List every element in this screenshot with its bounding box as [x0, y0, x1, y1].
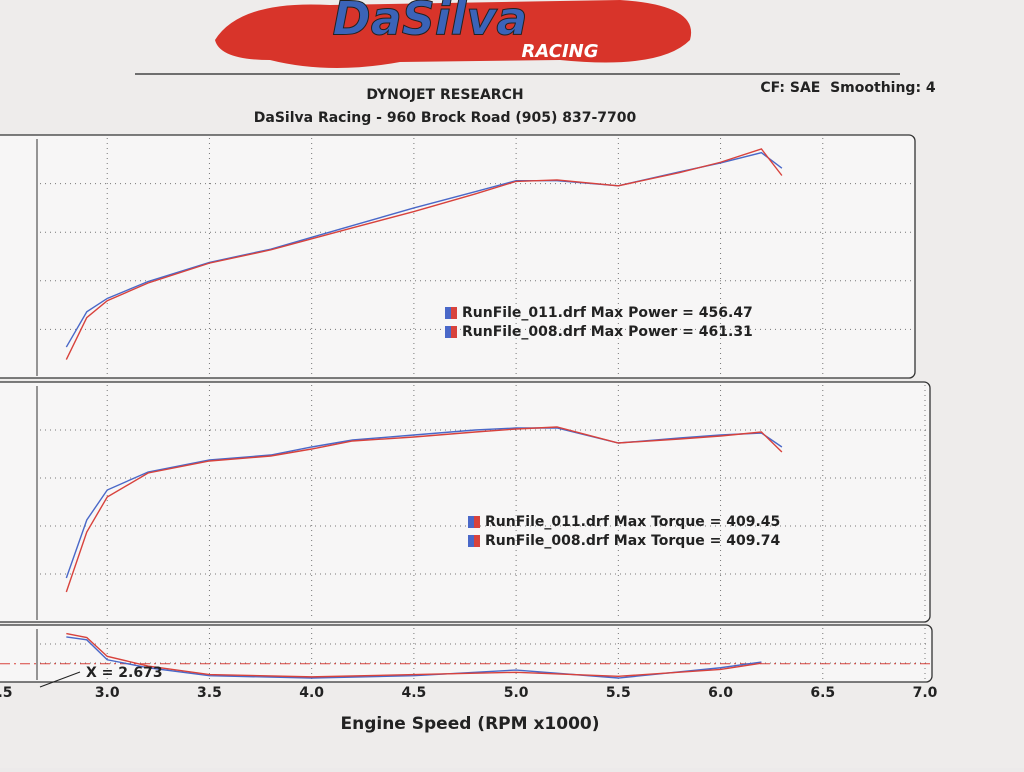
subtitle: DaSilva Racing - 960 Brock Road (905) 83…: [254, 110, 637, 126]
legend-swatch: [474, 516, 480, 528]
legend-swatch: [468, 535, 474, 547]
legend-entry: RunFile_011.drf Max Torque = 409.45: [485, 514, 780, 530]
series-line: [65, 426, 783, 593]
series-line: [65, 148, 783, 360]
legend-entry: RunFile_011.drf Max Power = 456.47: [462, 305, 753, 321]
legend-entry: RunFile_008.drf Max Torque = 409.74: [485, 533, 781, 549]
x-tick-label: 5.5: [606, 685, 631, 701]
logo-splash: [215, 0, 692, 69]
annotation-leader: [39, 671, 81, 688]
legend-swatch: [451, 326, 457, 338]
panel: [0, 134, 916, 379]
x-tick-label: .5: [0, 685, 13, 701]
x-tick-label: 6.0: [708, 685, 733, 701]
panel: [0, 381, 931, 623]
panel: [0, 624, 933, 683]
title: DYNOJET RESEARCH: [366, 87, 523, 103]
x-axis-label: Engine Speed (RPM x1000): [340, 714, 599, 734]
logo: DaSilva: [333, 0, 528, 46]
x-tick-label: 4.0: [299, 685, 324, 701]
x-tick-label: 3.0: [95, 685, 120, 701]
legend-swatch: [474, 535, 480, 547]
legend-swatch: [445, 307, 451, 319]
legend-swatch: [468, 516, 474, 528]
x-tick-label: 5.0: [504, 685, 529, 701]
x-tick-label: 6.5: [810, 685, 835, 701]
series-line: [65, 427, 783, 579]
legend-swatch: [451, 307, 457, 319]
settings: CF: SAE Smoothing: 4: [760, 80, 936, 96]
series-line: [66, 632, 762, 678]
x-tick-label: 7.0: [913, 685, 938, 701]
legend-swatch: [445, 326, 451, 338]
legend-entry: RunFile_008.drf Max Power = 461.31: [462, 324, 753, 340]
x-tick-label: 3.5: [197, 685, 222, 701]
annotation: X = 2.673: [86, 665, 163, 681]
x-tick-label: 4.5: [401, 685, 426, 701]
logo-sub: RACING: [522, 41, 599, 62]
